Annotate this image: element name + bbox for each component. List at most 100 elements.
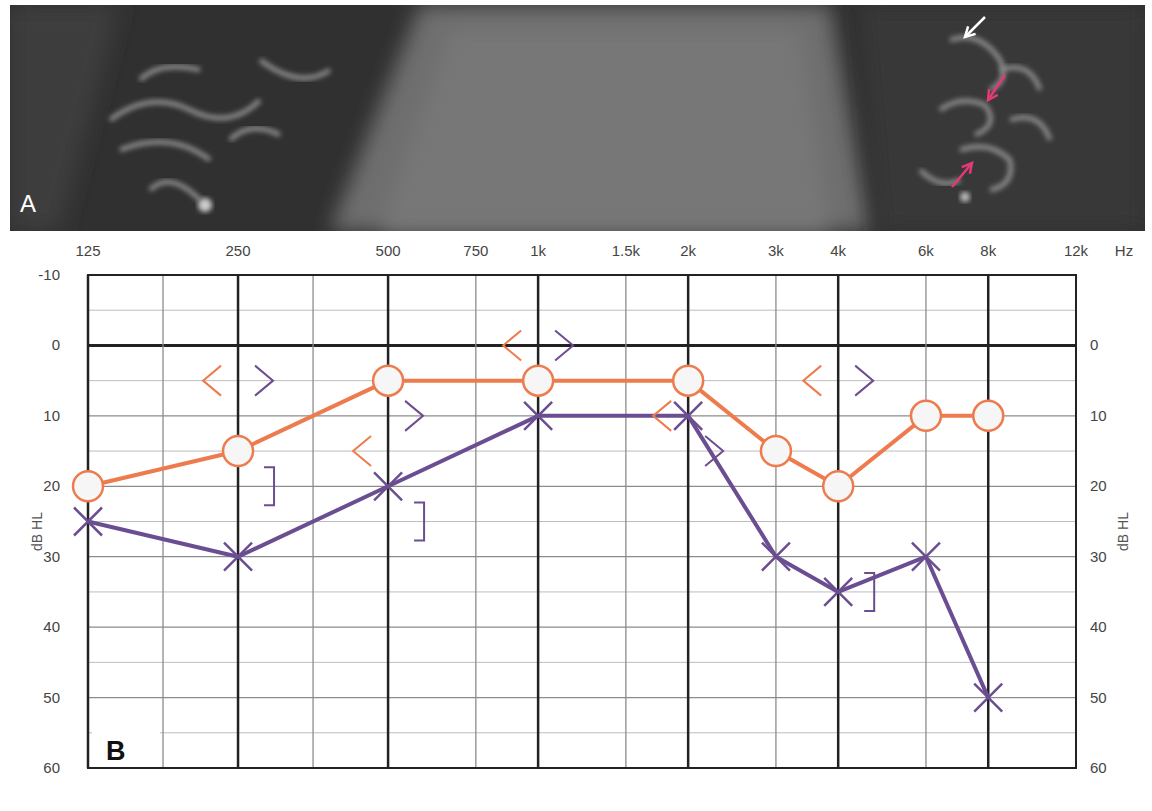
octave-line bbox=[537, 275, 540, 768]
series bbox=[264, 467, 874, 611]
y-tick-label: 50 bbox=[43, 689, 60, 706]
bone-right-marker bbox=[653, 401, 671, 431]
x-tick-label: 1.5k bbox=[612, 242, 641, 259]
y2-axis-title: dB HL bbox=[1115, 512, 1131, 551]
air-left-marker bbox=[374, 472, 402, 500]
arrow-head bbox=[962, 163, 972, 174]
air-right-marker bbox=[823, 471, 853, 501]
air-right-marker bbox=[523, 366, 553, 396]
bone-left-marker bbox=[855, 366, 873, 396]
structure bbox=[260, 60, 330, 78]
y-axis-title: dB HL bbox=[29, 512, 45, 551]
x-tick-label: 12k bbox=[1064, 242, 1089, 259]
image-panel bbox=[10, 5, 1145, 231]
x-tick-label: 6k bbox=[918, 242, 934, 259]
air-left-marker bbox=[524, 402, 552, 430]
x-tick-label: 2k bbox=[680, 242, 696, 259]
minor-grid-line bbox=[88, 662, 1076, 663]
y-tick-label: 30 bbox=[43, 548, 60, 565]
bone-left-marker bbox=[255, 366, 273, 396]
y2-tick-label: 40 bbox=[1090, 618, 1107, 635]
air-left-marker bbox=[974, 684, 1002, 712]
bone-right-marker bbox=[803, 366, 821, 396]
panel-label: A bbox=[20, 190, 36, 217]
y-tick-label: 0 bbox=[52, 336, 60, 353]
structure bbox=[1000, 68, 1040, 91]
y-tick-label: -10 bbox=[38, 266, 60, 283]
grid-line bbox=[925, 275, 926, 768]
air-right-marker bbox=[761, 436, 791, 466]
arrow-head bbox=[988, 89, 998, 100]
structure bbox=[230, 129, 280, 140]
arrow-head bbox=[965, 26, 976, 37]
bone-left-marker bbox=[405, 401, 423, 431]
minor-grid-line bbox=[162, 275, 163, 768]
x-tick-label: 500 bbox=[376, 242, 401, 259]
y-tick-label: 60 bbox=[43, 759, 60, 776]
tissue bbox=[10, 5, 120, 231]
tissue bbox=[860, 5, 1145, 231]
y2-tick-label: 50 bbox=[1090, 689, 1107, 706]
octave-line bbox=[687, 275, 690, 768]
y2-tick-label: 60 bbox=[1090, 759, 1107, 776]
air-right-marker bbox=[973, 401, 1003, 431]
air-left-marker bbox=[74, 508, 102, 536]
air-right-marker bbox=[223, 436, 253, 466]
series bbox=[74, 402, 1002, 712]
structure bbox=[140, 67, 200, 80]
grid-line bbox=[88, 697, 1076, 698]
bone-right-marker bbox=[203, 366, 221, 396]
y2-tick-label: 20 bbox=[1090, 477, 1107, 494]
y-tick-label: 20 bbox=[43, 477, 60, 494]
bright-spot bbox=[960, 192, 970, 202]
x-tick-label: 1k bbox=[530, 242, 546, 259]
minor-grid-line bbox=[88, 521, 1076, 522]
minor-grid-line bbox=[88, 732, 1076, 733]
series bbox=[203, 330, 821, 466]
brainstem bbox=[330, 5, 870, 231]
bone-left-masked-marker bbox=[864, 573, 874, 611]
structure bbox=[950, 38, 1003, 91]
grid bbox=[88, 275, 1076, 768]
arrow bbox=[988, 75, 1005, 100]
y2-tick-label: 30 bbox=[1090, 548, 1107, 565]
grid-line bbox=[475, 275, 476, 768]
bone-left-marker bbox=[555, 330, 573, 360]
x-tick-label: 250 bbox=[226, 242, 251, 259]
zero-line bbox=[88, 344, 1076, 347]
grid-line bbox=[625, 275, 626, 768]
structure bbox=[920, 170, 960, 183]
octave-line bbox=[837, 275, 840, 768]
grid-line bbox=[88, 486, 1076, 487]
structure bbox=[1010, 118, 1050, 141]
series-line bbox=[88, 416, 988, 698]
minor-grid-line bbox=[88, 310, 1076, 311]
plot-frame bbox=[88, 275, 1076, 768]
x-tick-label: 8k bbox=[980, 242, 996, 259]
structure bbox=[150, 182, 200, 200]
structure bbox=[110, 100, 260, 120]
air-left-marker bbox=[824, 578, 852, 606]
y-tick-label: 40 bbox=[43, 618, 60, 635]
air-right-marker bbox=[373, 366, 403, 396]
air-left-marker bbox=[762, 543, 790, 571]
octave-line bbox=[387, 275, 390, 768]
grid-line bbox=[775, 275, 776, 768]
grid-line bbox=[88, 626, 1076, 627]
bone-right-marker bbox=[503, 330, 521, 360]
air-right-marker bbox=[673, 366, 703, 396]
air-right-marker bbox=[911, 401, 941, 431]
bone-right-marker bbox=[353, 436, 371, 466]
series bbox=[73, 366, 1003, 502]
arrow bbox=[952, 163, 972, 187]
x-tick-label: 4k bbox=[830, 242, 846, 259]
x-axis-title: Hz bbox=[1115, 242, 1133, 259]
label-patch bbox=[92, 729, 160, 766]
x-tick-label: 750 bbox=[463, 242, 488, 259]
minor-grid-line bbox=[88, 591, 1076, 592]
air-left-marker bbox=[912, 543, 940, 571]
series bbox=[255, 330, 873, 466]
bone-left-masked-marker bbox=[264, 467, 274, 505]
x-tick-label: 3k bbox=[768, 242, 784, 259]
brainstem-core bbox=[380, 30, 830, 231]
